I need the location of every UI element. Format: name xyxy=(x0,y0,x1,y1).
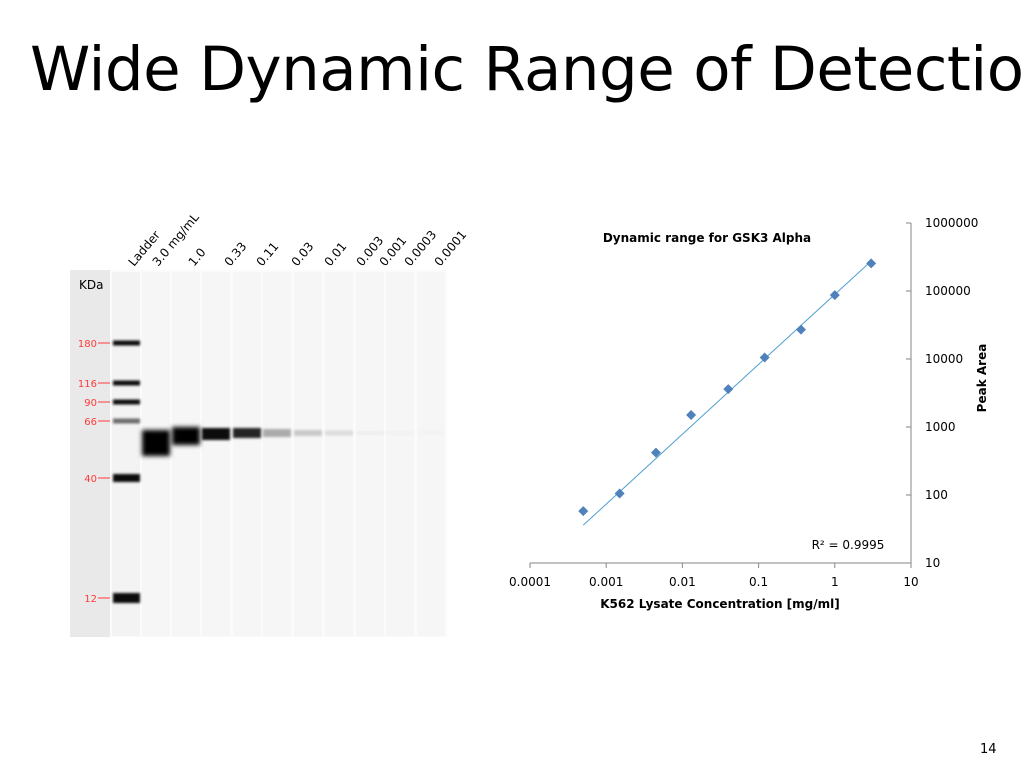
data-point xyxy=(829,290,840,301)
y-tick-label: 1000 xyxy=(925,420,956,434)
data-point xyxy=(650,447,661,458)
y-tick-label: 1000000 xyxy=(925,216,978,230)
chart-trend xyxy=(582,260,872,526)
data-point xyxy=(614,488,625,499)
data-point xyxy=(578,506,589,517)
x-tick-label: 0.01 xyxy=(669,575,696,589)
y-tick-label: 100 xyxy=(925,488,948,502)
x-tick-label: 0.0001 xyxy=(509,575,551,589)
data-point xyxy=(686,410,697,421)
y-axis-label: Peak Area xyxy=(975,344,989,413)
data-point xyxy=(723,384,734,395)
y-tick-label: 100000 xyxy=(925,284,971,298)
page-number: 14 xyxy=(980,742,997,757)
trendline xyxy=(582,260,872,526)
chart-points xyxy=(578,258,877,517)
chart-title: Dynamic range for GSK3 Alpha xyxy=(603,231,811,245)
y-tick-label: 10000 xyxy=(925,352,963,366)
r-squared-annotation: R² = 0.9995 xyxy=(812,538,885,552)
x-tick-label: 10 xyxy=(903,575,918,589)
data-point xyxy=(759,352,770,363)
data-point xyxy=(866,258,877,269)
x-tick-label: 0.001 xyxy=(589,575,623,589)
data-point xyxy=(795,324,806,335)
slide-title: Wide Dynamic Range of Detection xyxy=(30,34,1024,105)
x-axis-label: K562 Lysate Concentration [mg/ml] xyxy=(600,597,840,611)
y-tick-label: 10 xyxy=(925,556,940,570)
x-tick-label: 0.1 xyxy=(749,575,768,589)
x-tick-label: 1 xyxy=(831,575,839,589)
chart-axes: 0.0001 0.001 0.01 0.1 1 10 10 100 1000 10000 10000… xyxy=(509,216,978,589)
